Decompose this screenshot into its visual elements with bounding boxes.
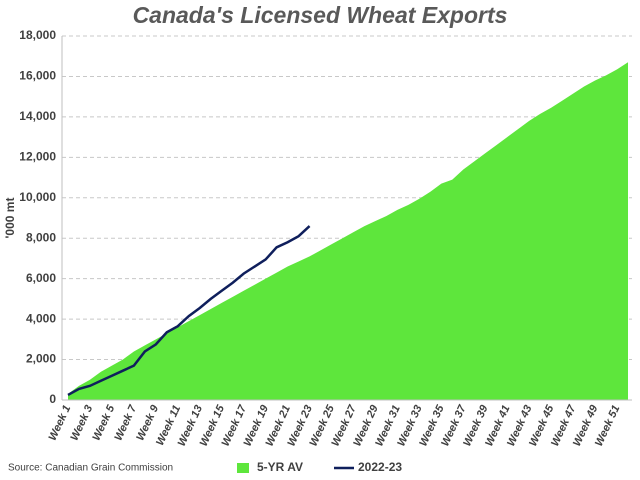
y-tick-label: 16,000 — [19, 69, 56, 83]
y-tick-label: 18,000 — [19, 28, 56, 42]
y-tick-label: 8,000 — [26, 230, 56, 244]
y-tick-label: 4,000 — [26, 311, 56, 325]
legend-swatch — [237, 463, 249, 473]
chart-title: Canada's Licensed Wheat Exports — [133, 2, 508, 28]
y-tick-label: 0 — [49, 392, 56, 406]
legend-label: 2022-23 — [358, 460, 402, 474]
y-tick-label: 12,000 — [19, 150, 56, 164]
source-note: Source: Canadian Grain Commission — [8, 463, 173, 474]
y-tick-label: 6,000 — [26, 271, 56, 285]
line — [67, 225, 311, 397]
y-axis-label: '000 mt — [3, 198, 17, 239]
legend-label: 5-YR AV — [257, 460, 303, 474]
y-tick-label: 10,000 — [19, 190, 56, 204]
area — [68, 62, 628, 401]
y-tick-label: 14,000 — [19, 109, 56, 123]
y-tick-label: 2,000 — [26, 352, 56, 366]
